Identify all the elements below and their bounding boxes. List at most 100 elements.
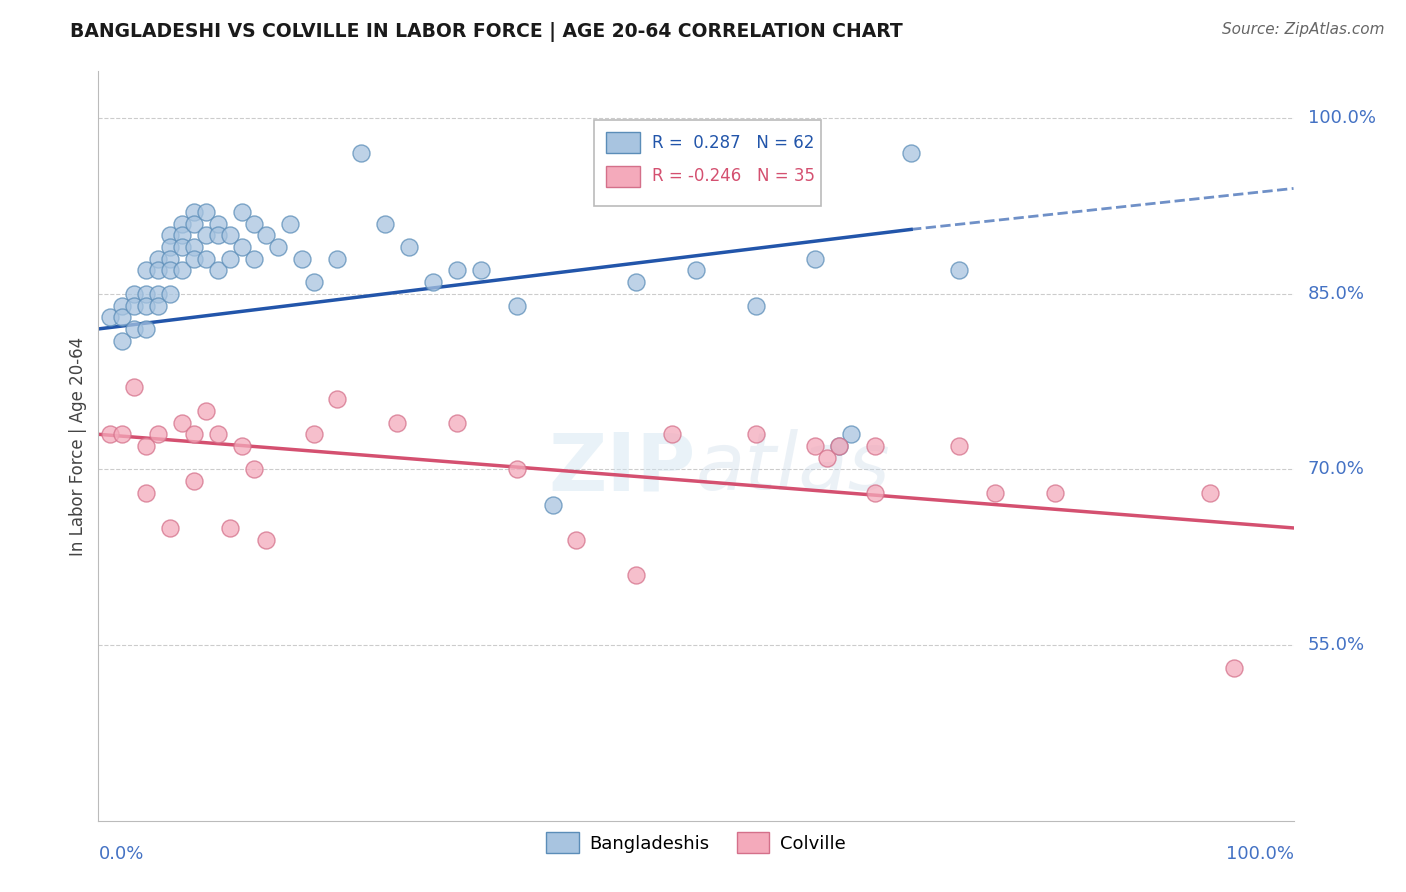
- Point: [804, 252, 827, 266]
- Point: [865, 485, 887, 500]
- Point: [278, 217, 301, 231]
- Point: [422, 275, 444, 289]
- Point: [135, 298, 157, 313]
- Point: [183, 217, 205, 231]
- Point: [685, 263, 707, 277]
- Text: 85.0%: 85.0%: [1308, 285, 1365, 302]
- Text: R = -0.246   N = 35: R = -0.246 N = 35: [652, 168, 814, 186]
- Point: [745, 427, 768, 442]
- FancyBboxPatch shape: [606, 132, 640, 153]
- Point: [159, 286, 181, 301]
- Point: [984, 485, 1007, 500]
- Point: [661, 427, 683, 442]
- Y-axis label: In Labor Force | Age 20-64: In Labor Force | Age 20-64: [69, 336, 87, 556]
- Point: [159, 228, 181, 243]
- Point: [828, 439, 851, 453]
- FancyBboxPatch shape: [595, 120, 821, 206]
- Point: [506, 462, 529, 476]
- Point: [219, 521, 242, 535]
- Point: [841, 427, 863, 442]
- Point: [385, 416, 409, 430]
- Point: [350, 146, 373, 161]
- Point: [159, 240, 181, 254]
- Point: [183, 427, 205, 442]
- Point: [254, 533, 277, 547]
- Point: [565, 533, 588, 547]
- Point: [815, 450, 838, 465]
- Text: atlas: atlas: [696, 429, 891, 508]
- Point: [135, 286, 157, 301]
- Point: [291, 252, 314, 266]
- Point: [446, 416, 468, 430]
- Point: [1043, 485, 1066, 500]
- Point: [302, 275, 325, 289]
- Text: R =  0.287   N = 62: R = 0.287 N = 62: [652, 134, 814, 152]
- Point: [124, 286, 146, 301]
- Point: [148, 298, 170, 313]
- Point: [207, 217, 229, 231]
- Point: [172, 217, 194, 231]
- Point: [243, 252, 266, 266]
- Point: [626, 275, 648, 289]
- Point: [195, 252, 218, 266]
- Point: [207, 263, 229, 277]
- Point: [1223, 661, 1246, 675]
- Point: [302, 427, 325, 442]
- Point: [111, 334, 134, 348]
- FancyBboxPatch shape: [606, 166, 640, 186]
- Point: [183, 474, 205, 488]
- Text: 70.0%: 70.0%: [1308, 460, 1365, 478]
- Text: BANGLADESHI VS COLVILLE IN LABOR FORCE | AGE 20-64 CORRELATION CHART: BANGLADESHI VS COLVILLE IN LABOR FORCE |…: [70, 22, 903, 42]
- Point: [326, 252, 349, 266]
- Point: [148, 427, 170, 442]
- Point: [207, 427, 229, 442]
- Text: ZIP: ZIP: [548, 429, 696, 508]
- Point: [172, 228, 194, 243]
- Point: [446, 263, 468, 277]
- Point: [243, 217, 266, 231]
- Point: [745, 298, 768, 313]
- Point: [219, 228, 242, 243]
- Point: [159, 263, 181, 277]
- Point: [804, 439, 827, 453]
- Point: [124, 298, 146, 313]
- Point: [470, 263, 492, 277]
- Point: [148, 252, 170, 266]
- Point: [111, 427, 134, 442]
- Point: [231, 439, 253, 453]
- Point: [948, 439, 970, 453]
- Point: [111, 298, 134, 313]
- Point: [135, 439, 157, 453]
- Point: [195, 228, 218, 243]
- Point: [195, 204, 218, 219]
- Point: [948, 263, 970, 277]
- Point: [159, 521, 181, 535]
- Text: 55.0%: 55.0%: [1308, 636, 1365, 654]
- Point: [1199, 485, 1222, 500]
- Point: [111, 310, 134, 325]
- Text: Source: ZipAtlas.com: Source: ZipAtlas.com: [1222, 22, 1385, 37]
- Point: [828, 439, 851, 453]
- Legend: Bangladeshis, Colville: Bangladeshis, Colville: [538, 825, 853, 860]
- Point: [159, 252, 181, 266]
- Point: [374, 217, 396, 231]
- Point: [254, 228, 277, 243]
- Point: [326, 392, 349, 407]
- Point: [900, 146, 922, 161]
- Point: [172, 240, 194, 254]
- Point: [541, 498, 564, 512]
- Point: [124, 380, 146, 394]
- Point: [98, 310, 122, 325]
- Point: [626, 567, 648, 582]
- Point: [398, 240, 420, 254]
- Point: [183, 252, 205, 266]
- Point: [865, 439, 887, 453]
- Point: [183, 204, 205, 219]
- Point: [135, 263, 157, 277]
- Point: [98, 427, 122, 442]
- Point: [135, 322, 157, 336]
- Point: [231, 204, 253, 219]
- Point: [124, 322, 146, 336]
- Point: [172, 416, 194, 430]
- Point: [231, 240, 253, 254]
